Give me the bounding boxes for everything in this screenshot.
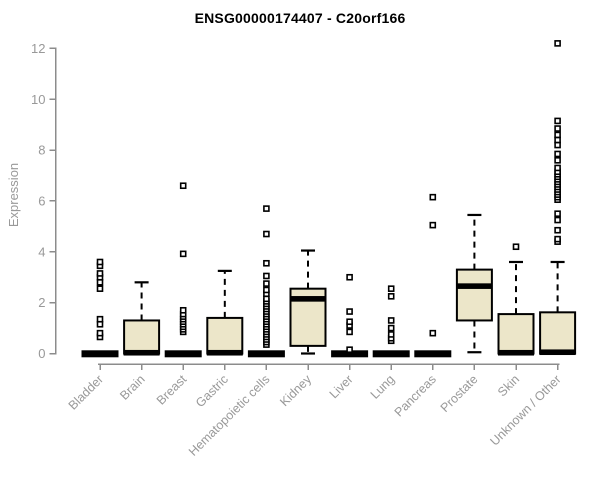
outlier-unknown-other-23 <box>554 125 561 132</box>
x-tick-label-breast: Breast <box>154 372 190 408</box>
outlier-pancreas-0 <box>429 329 437 337</box>
outlier-liver-4 <box>346 308 353 315</box>
chart-title: ENSG00000174407 - C20orf166 <box>194 10 406 26</box>
outlier-lung-4 <box>387 317 395 324</box>
box-gastric <box>206 316 244 355</box>
outlier-breast-9 <box>179 250 187 258</box>
outlier-pancreas-1 <box>429 221 437 229</box>
median-lung <box>372 350 410 358</box>
outlier-unknown-other-20 <box>554 141 561 149</box>
x-tick-label-hematopoietic-cells: Hematopoietic cells <box>186 372 273 459</box>
box-brain <box>123 319 161 355</box>
median-hematopoietic-cells <box>247 350 285 358</box>
x-tick-label-bladder: Bladder <box>66 372 106 412</box>
median-breast <box>164 350 202 358</box>
box-skin <box>497 313 535 355</box>
y-tick-label-4: 4 <box>38 244 45 259</box>
outlier-bladder-9 <box>96 258 104 266</box>
outlier-unknown-other-3 <box>554 216 561 224</box>
x-tick-label-pancreas: Pancreas <box>392 372 439 419</box>
outlier-hematopoietic-cells-22 <box>263 272 270 280</box>
x-tick-label-skin: Skin <box>495 372 522 399</box>
y-tick-label-12: 12 <box>31 41 45 56</box>
x-tick-label-brain: Brain <box>117 372 148 403</box>
outlier-bladder-4 <box>96 285 104 292</box>
outlier-unknown-other-18 <box>554 157 561 164</box>
x-tick-label-lung: Lung <box>368 372 398 402</box>
median-unknown-other <box>539 349 576 356</box>
median-pancreas <box>414 350 452 358</box>
outlier-liver-3 <box>346 318 353 326</box>
y-tick-label-2: 2 <box>38 295 45 310</box>
x-tick-label-gastric: Gastric <box>193 372 231 410</box>
x-tick-label-kidney: Kidney <box>277 372 314 409</box>
box-unknown-other <box>539 311 577 355</box>
outlier-unknown-other-21 <box>554 136 561 144</box>
y-tick-label-6: 6 <box>38 193 45 208</box>
y-tick-label-0: 0 <box>38 346 45 361</box>
outlier-pancreas-2 <box>429 193 437 201</box>
outlier-lung-3 <box>387 324 395 332</box>
outlier-unknown-other-19 <box>554 150 561 158</box>
outlier-unknown-other-4 <box>554 210 561 217</box>
outlier-hematopoietic-cells-23 <box>263 259 270 267</box>
outlier-lung-6 <box>387 285 395 292</box>
outlier-unknown-other-24 <box>554 117 561 125</box>
median-kidney <box>290 296 326 302</box>
outlier-unknown-other-17 <box>554 164 561 172</box>
y-tick-label-10: 10 <box>31 92 45 107</box>
median-gastric <box>206 349 243 356</box>
outlier-liver-1 <box>346 328 353 336</box>
x-tick-label-liver: Liver <box>327 372 356 401</box>
outlier-bladder-3 <box>96 315 104 323</box>
median-bladder <box>81 350 119 358</box>
outlier-hematopoietic-cells-18 <box>263 295 270 303</box>
outlier-bladder-7 <box>96 270 104 277</box>
outlier-lung-5 <box>387 293 395 300</box>
outlier-hematopoietic-cells-24 <box>263 230 270 238</box>
outlier-hematopoietic-cells-21 <box>263 280 270 287</box>
outlier-unknown-other-2 <box>554 226 561 234</box>
outlier-liver-5 <box>346 273 353 281</box>
outlier-liver-0 <box>346 346 353 353</box>
outlier-hematopoietic-cells-20 <box>263 286 270 294</box>
outlier-bladder-5 <box>96 279 104 286</box>
outlier-hematopoietic-cells-25 <box>263 205 270 212</box>
outlier-breast-8 <box>179 306 187 314</box>
x-tick-label-unknown-other: Unknown / Other <box>487 372 563 448</box>
median-brain <box>123 349 160 356</box>
box-prostate <box>455 268 493 322</box>
outlier-skin-0 <box>512 243 520 251</box>
median-prostate <box>456 283 493 289</box>
x-tick-label-prostate: Prostate <box>438 372 481 415</box>
outlier-unknown-other-1 <box>554 235 561 243</box>
median-skin <box>498 349 534 356</box>
outlier-unknown-other-25 <box>554 40 561 47</box>
y-tick-label-8: 8 <box>38 143 45 158</box>
outlier-bladder-1 <box>96 329 104 337</box>
outlier-unknown-other-22 <box>554 131 561 139</box>
outlier-lung-2 <box>387 331 395 338</box>
outlier-breast-10 <box>179 182 187 190</box>
outlier-bladder-2 <box>96 320 104 328</box>
median-liver <box>331 350 369 358</box>
